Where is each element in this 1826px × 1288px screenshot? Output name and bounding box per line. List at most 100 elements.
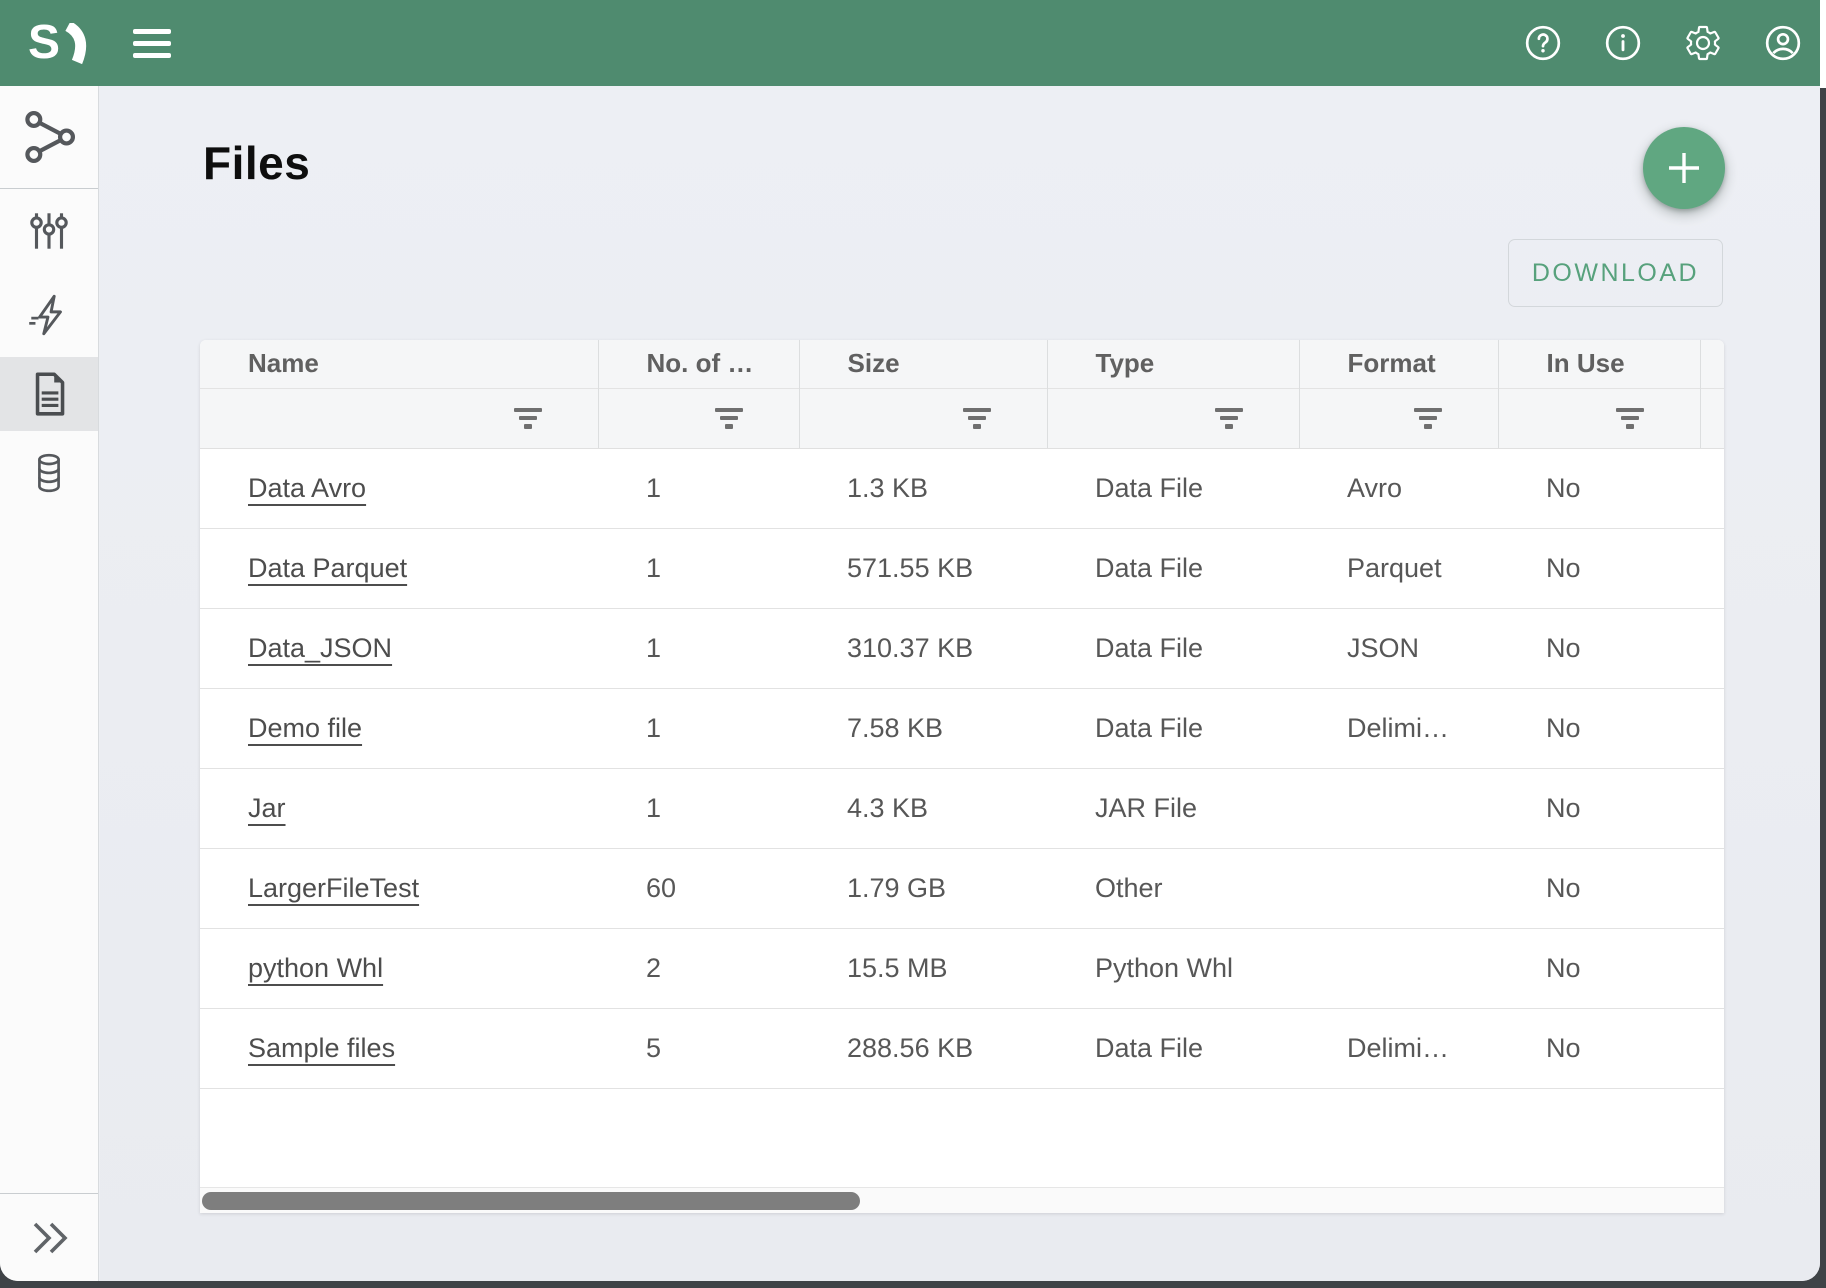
main-content: Files DOWNLOAD Name <box>100 86 1820 1281</box>
column-header-type[interactable]: Type <box>1046 340 1299 388</box>
file-in-use-cell: No <box>1546 872 1581 903</box>
file-format-cell: Parquet <box>1347 552 1442 583</box>
file-format-cell <box>1299 928 1498 1008</box>
table-row[interactable]: Data Parquet 1 571.55 KB Data File Parqu… <box>200 528 1724 608</box>
column-header-format[interactable]: Format <box>1298 340 1498 388</box>
file-size-cell: 310.37 KB <box>847 632 974 663</box>
horizontal-scrollbar-thumb[interactable] <box>202 1192 860 1210</box>
file-in-use-cell: No <box>1546 1032 1581 1063</box>
info-icon[interactable] <box>1601 21 1645 65</box>
file-type-cell: Data File <box>1095 552 1204 583</box>
file-name-link[interactable]: Demo file <box>248 712 363 743</box>
help-icon[interactable] <box>1521 21 1565 65</box>
filter-icon-size[interactable] <box>959 404 995 433</box>
file-count-cell: 1 <box>646 632 662 663</box>
file-name-link[interactable]: Data Parquet <box>248 552 408 583</box>
page-title: Files <box>203 137 311 189</box>
top-bar: S <box>0 0 1820 86</box>
filter-icon-type[interactable] <box>1211 404 1247 433</box>
file-name-link[interactable]: Data_JSON <box>248 632 393 663</box>
logo-swoosh-icon <box>65 23 87 65</box>
file-size-cell: 1.79 GB <box>847 872 947 903</box>
file-type-cell: Python Whl <box>1095 952 1234 983</box>
lightning-icon <box>29 294 62 336</box>
sidebar-item-files[interactable] <box>0 357 98 431</box>
file-format-cell <box>1299 848 1498 928</box>
file-type-cell: Data File <box>1095 712 1204 743</box>
document-icon <box>35 372 65 416</box>
column-header-in-use[interactable]: In Use <box>1497 340 1700 388</box>
sidebar-expand-button[interactable] <box>0 1194 98 1281</box>
file-name-link[interactable]: Sample files <box>248 1032 396 1063</box>
sidebar <box>0 86 99 1281</box>
file-count-cell: 1 <box>646 792 662 823</box>
menu-icon[interactable] <box>133 21 177 65</box>
sidebar-item-pipelines[interactable] <box>0 86 98 188</box>
file-size-cell: 4.3 KB <box>847 792 929 823</box>
branch-icon <box>25 110 76 164</box>
file-type-cell: JAR File <box>1095 792 1198 823</box>
file-in-use-cell: No <box>1546 632 1581 663</box>
table-row[interactable]: Jar 1 4.3 KB JAR File No <box>200 768 1724 848</box>
file-size-cell: 1.3 KB <box>847 472 929 503</box>
sidebar-item-jobs[interactable] <box>0 273 98 357</box>
sidebar-spacer <box>0 515 98 1193</box>
table-row[interactable]: Data_JSON 1 310.37 KB Data File JSON No <box>200 608 1724 688</box>
file-count-cell: 1 <box>646 552 662 583</box>
file-count-cell: 1 <box>646 712 662 743</box>
table-row[interactable]: python Whl 2 15.5 MB Python Whl No <box>200 928 1724 1008</box>
column-header-size[interactable]: Size <box>798 340 1047 388</box>
filter-icon-in-use[interactable] <box>1612 404 1648 433</box>
download-button[interactable]: DOWNLOAD <box>1508 239 1723 307</box>
table-header-row: Name No. of … Size Type Format In Use <box>200 340 1724 388</box>
horizontal-scrollbar[interactable] <box>200 1187 1724 1213</box>
filter-icon-format[interactable] <box>1410 404 1446 433</box>
sliders-icon <box>30 213 68 249</box>
column-header-name[interactable]: Name <box>200 340 598 388</box>
file-name-link[interactable]: python Whl <box>248 952 384 983</box>
file-name-link[interactable]: Data Avro <box>248 472 367 503</box>
files-table: Name No. of … Size Type Format In Use <box>200 340 1724 1213</box>
plus-icon <box>1669 153 1699 183</box>
file-format-cell <box>1299 768 1498 848</box>
file-name-link[interactable]: Jar <box>248 792 286 823</box>
file-in-use-cell: No <box>1546 952 1581 983</box>
logo-letter: S <box>28 16 60 69</box>
file-in-use-cell: No <box>1546 472 1581 503</box>
file-format-cell: JSON <box>1347 632 1420 663</box>
file-size-cell: 288.56 KB <box>847 1032 974 1063</box>
table-row[interactable]: Data Avro 1 1.3 KB Data File Avro No <box>200 448 1724 528</box>
table-filter-row <box>200 387 1724 449</box>
sidebar-divider-bottom <box>0 1193 98 1194</box>
file-format-cell: Avro <box>1347 472 1403 503</box>
column-header-overflow <box>1699 340 1724 388</box>
add-file-button[interactable] <box>1643 127 1725 209</box>
file-size-cell: 15.5 MB <box>847 952 948 983</box>
table-row[interactable]: Demo file 1 7.58 KB Data File Delimi… No <box>200 688 1724 768</box>
file-in-use-cell: No <box>1546 712 1581 743</box>
account-icon[interactable] <box>1761 21 1805 65</box>
file-count-cell: 60 <box>646 872 677 903</box>
table-body: Data Avro 1 1.3 KB Data File Avro No Dat… <box>200 448 1724 1088</box>
column-header-count[interactable]: No. of … <box>597 340 799 388</box>
filter-icon-name[interactable] <box>510 404 546 433</box>
sidebar-item-connections[interactable] <box>0 431 98 515</box>
database-icon <box>38 453 60 493</box>
file-format-cell: Delimi… <box>1347 712 1450 743</box>
file-type-cell: Data File <box>1095 472 1204 503</box>
file-name-link[interactable]: LargerFileTest <box>248 872 420 903</box>
double-chevron-right-icon <box>33 1222 68 1253</box>
file-size-cell: 571.55 KB <box>847 552 974 583</box>
file-size-cell: 7.58 KB <box>847 712 944 743</box>
file-type-cell: Other <box>1095 872 1163 903</box>
table-row[interactable]: Sample files 5 288.56 KB Data File Delim… <box>200 1008 1724 1088</box>
sidebar-item-fragments[interactable] <box>0 189 98 273</box>
app-logo: S <box>28 0 89 86</box>
settings-icon[interactable] <box>1681 21 1725 65</box>
sidebar-divider <box>0 188 98 189</box>
table-row[interactable]: LargerFileTest 60 1.79 GB Other No <box>200 848 1724 928</box>
vertical-scrollbar-thumb[interactable] <box>1820 0 1826 88</box>
filter-icon-count[interactable] <box>711 404 747 433</box>
